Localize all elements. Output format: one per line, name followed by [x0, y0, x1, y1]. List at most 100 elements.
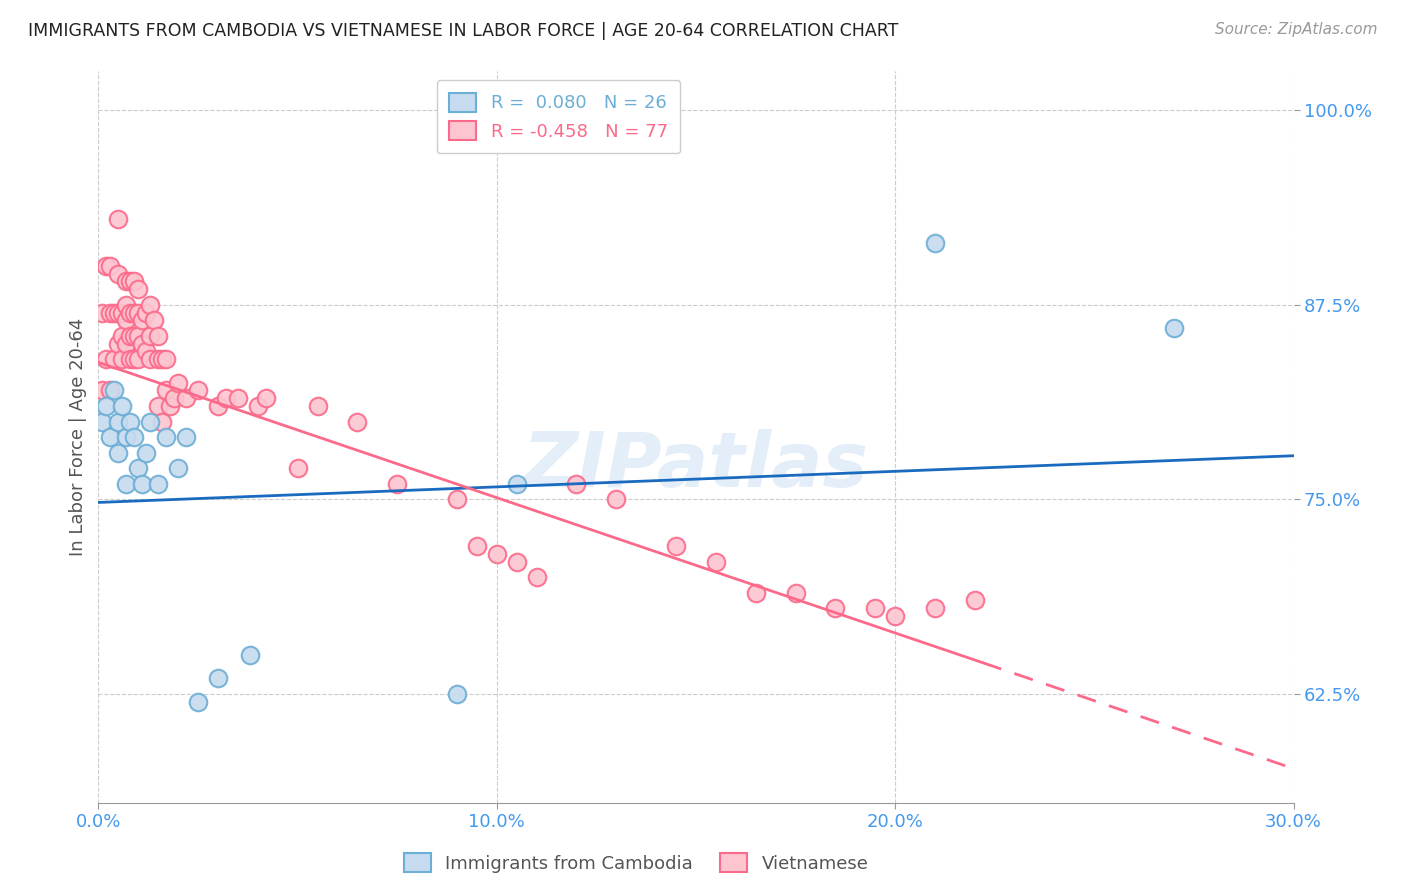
Point [824, 601, 846, 615]
Point [127, 305, 149, 319]
Point [120, 329, 142, 343]
Point [207, 671, 229, 685]
Point [107, 212, 129, 227]
Point [135, 344, 157, 359]
Point [565, 476, 588, 491]
Point [115, 275, 138, 289]
Point [98, 305, 122, 319]
Point [131, 336, 153, 351]
Text: Source: ZipAtlas.com: Source: ZipAtlas.com [1215, 22, 1378, 37]
Point [187, 384, 209, 398]
Point [107, 415, 129, 429]
Point [135, 445, 157, 459]
Point [115, 313, 138, 327]
Point [163, 391, 186, 405]
Point [385, 476, 409, 491]
Point [924, 601, 946, 615]
Point [98, 384, 122, 398]
Point [506, 476, 529, 491]
Point [215, 391, 238, 405]
Point [139, 329, 162, 343]
Point [506, 555, 529, 569]
Point [148, 352, 170, 367]
Point [139, 415, 162, 429]
Point [155, 352, 177, 367]
Point [605, 492, 627, 507]
Point [174, 391, 197, 405]
Point [124, 305, 146, 319]
Point [91, 384, 114, 398]
Point [98, 430, 122, 444]
Point [124, 352, 146, 367]
Point [120, 415, 142, 429]
Point [143, 313, 166, 327]
Point [96, 399, 118, 413]
Point [167, 461, 190, 475]
Point [287, 461, 309, 475]
Point [103, 384, 125, 398]
Point [148, 399, 170, 413]
Point [124, 430, 146, 444]
Point [155, 384, 177, 398]
Point [307, 399, 329, 413]
Point [124, 275, 146, 289]
Text: IMMIGRANTS FROM CAMBODIA VS VIETNAMESE IN LABOR FORCE | AGE 20-64 CORRELATION CH: IMMIGRANTS FROM CAMBODIA VS VIETNAMESE I… [28, 22, 898, 40]
Point [150, 352, 173, 367]
Point [127, 461, 149, 475]
Point [107, 305, 129, 319]
Point [148, 329, 170, 343]
Point [115, 298, 138, 312]
Point [485, 547, 508, 561]
Point [963, 593, 986, 607]
Point [884, 609, 907, 624]
Point [111, 399, 134, 413]
Point [226, 391, 249, 405]
Point [131, 313, 153, 327]
Point [111, 305, 134, 319]
Point [167, 376, 190, 390]
Point [107, 445, 129, 459]
Point [115, 430, 138, 444]
Point [139, 298, 162, 312]
Point [120, 275, 142, 289]
Point [446, 687, 468, 701]
Point [131, 476, 153, 491]
Point [115, 336, 138, 351]
Point [120, 352, 142, 367]
Point [155, 430, 177, 444]
Point [96, 352, 118, 367]
Point [127, 352, 149, 367]
Point [139, 352, 162, 367]
Point [254, 391, 277, 405]
Point [111, 352, 134, 367]
Point [785, 585, 807, 599]
Point [924, 235, 946, 250]
Point [1163, 321, 1185, 335]
Point [107, 267, 129, 281]
Point [91, 415, 114, 429]
Point [127, 329, 149, 343]
Point [150, 415, 173, 429]
Point [187, 695, 209, 709]
Point [346, 415, 368, 429]
Point [103, 352, 125, 367]
Point [446, 492, 468, 507]
Point [865, 601, 887, 615]
Point [120, 305, 142, 319]
Point [207, 399, 229, 413]
Y-axis label: In Labor Force | Age 20-64: In Labor Force | Age 20-64 [69, 318, 87, 557]
Point [91, 305, 114, 319]
Point [148, 476, 170, 491]
Point [96, 259, 118, 273]
Point [115, 476, 138, 491]
Point [159, 399, 181, 413]
Point [107, 336, 129, 351]
Point [174, 430, 197, 444]
Point [103, 305, 125, 319]
Legend: R =  0.080   N = 26, R = -0.458   N = 77: R = 0.080 N = 26, R = -0.458 N = 77 [437, 80, 681, 153]
Point [246, 399, 269, 413]
Point [465, 539, 488, 553]
Point [526, 570, 548, 584]
Point [665, 539, 688, 553]
Point [127, 282, 149, 296]
